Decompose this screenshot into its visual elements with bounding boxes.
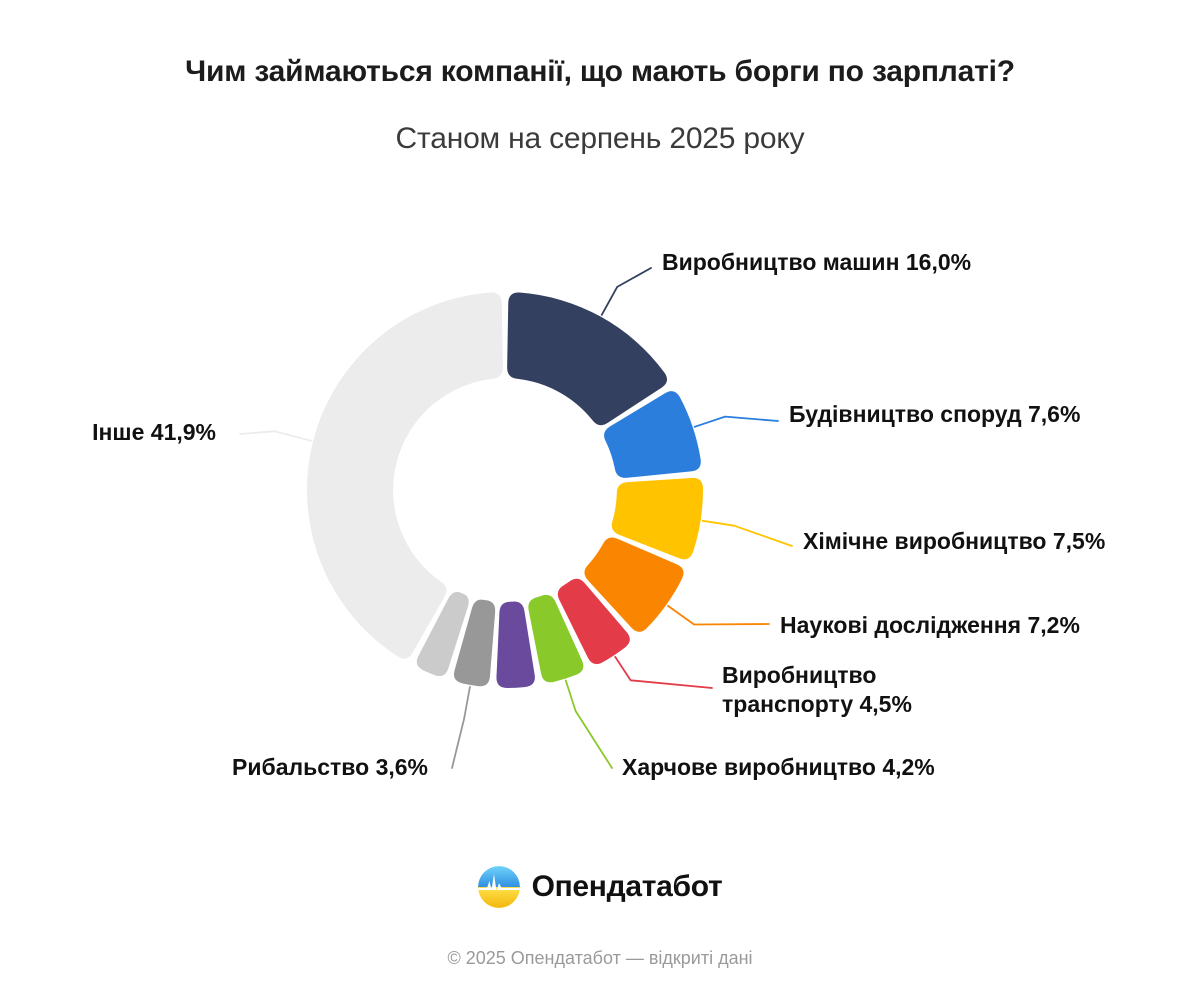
slice-label-transport: Виробництво транспорту 4,5% bbox=[722, 662, 912, 717]
donut-slice[interactable] bbox=[584, 537, 684, 632]
donut-slice[interactable] bbox=[416, 591, 469, 677]
leader-line bbox=[701, 519, 793, 547]
donut-slice[interactable] bbox=[557, 578, 630, 665]
donut-slice[interactable] bbox=[611, 477, 703, 560]
donut-slice[interactable] bbox=[528, 594, 584, 683]
slice-label-construction: Будівництво споруд 7,6% bbox=[789, 401, 1081, 427]
donut-chart: Виробництво машин 16,0% Будівництво спор… bbox=[92, 249, 1106, 780]
donut-slice[interactable] bbox=[507, 292, 668, 426]
leader-line bbox=[239, 430, 313, 442]
donut-slice[interactable] bbox=[453, 599, 496, 687]
donut-slice[interactable] bbox=[604, 391, 701, 478]
page-title: Чим займаються компанії, що мають борги … bbox=[185, 55, 1015, 88]
leader-lines bbox=[239, 267, 793, 769]
slice-label-other: Інше 41,9% bbox=[92, 419, 216, 445]
leader-line bbox=[667, 605, 770, 626]
slice-label-chemical: Хімічне виробництво 7,5% bbox=[803, 528, 1106, 554]
donut-chart-svg bbox=[239, 267, 793, 769]
leader-line bbox=[614, 656, 713, 689]
slice-label-fishing: Рибальство 3,6% bbox=[232, 754, 428, 780]
leader-line bbox=[451, 686, 471, 769]
leader-line bbox=[693, 415, 779, 428]
leader-line bbox=[600, 267, 652, 316]
page-subtitle: Станом на серпень 2025 року bbox=[395, 122, 805, 155]
slice-label-machines: Виробництво машин 16,0% bbox=[662, 249, 972, 275]
slice-label-science: Наукові дослідження 7,2% bbox=[780, 612, 1080, 638]
brand-footer: Опендатабот bbox=[0, 866, 1200, 908]
donut-slice[interactable] bbox=[306, 292, 503, 659]
copyright-text: © 2025 Опендатабот — відкриті дані bbox=[447, 948, 753, 968]
opendatabot-logo-icon bbox=[477, 866, 520, 908]
slice-label-food: Харчове виробництво 4,2% bbox=[622, 754, 935, 780]
brand-name: Опендатабот bbox=[531, 870, 723, 903]
donut-slice[interactable] bbox=[496, 601, 535, 688]
leader-line bbox=[564, 679, 613, 769]
donut-slices bbox=[306, 292, 703, 688]
